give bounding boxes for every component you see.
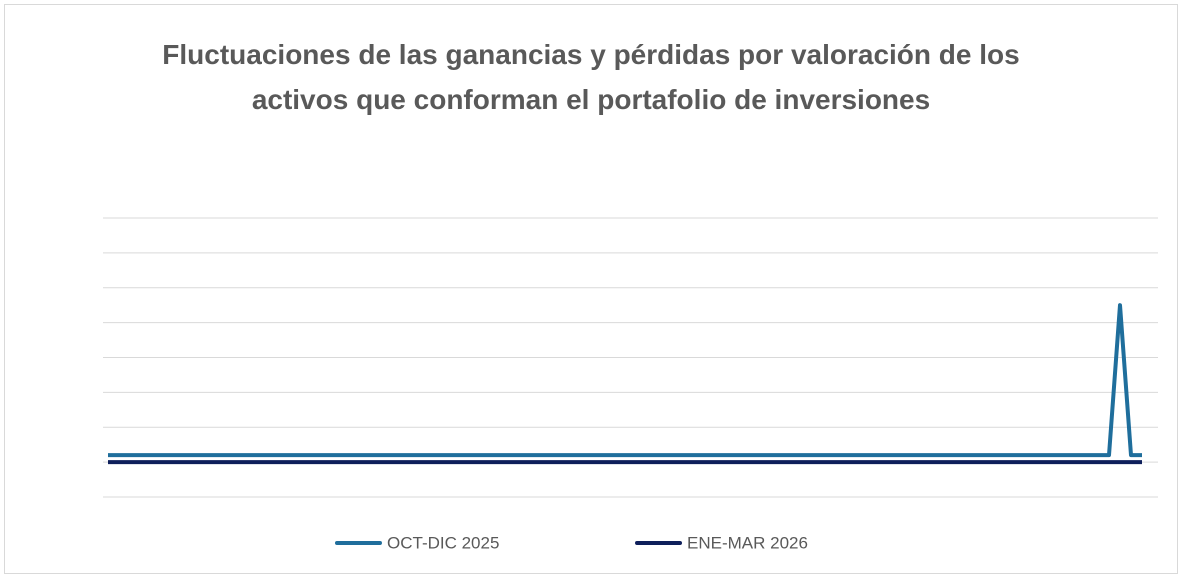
chart-border: [4, 4, 1178, 574]
line-series: [108, 303, 1142, 458]
legend-label: OCT-DIC 2025: [387, 533, 499, 552]
chart-title: Fluctuaciones de las ganancias y pérdida…: [162, 39, 1020, 115]
legend-label: ENE-MAR 2026: [687, 533, 808, 552]
